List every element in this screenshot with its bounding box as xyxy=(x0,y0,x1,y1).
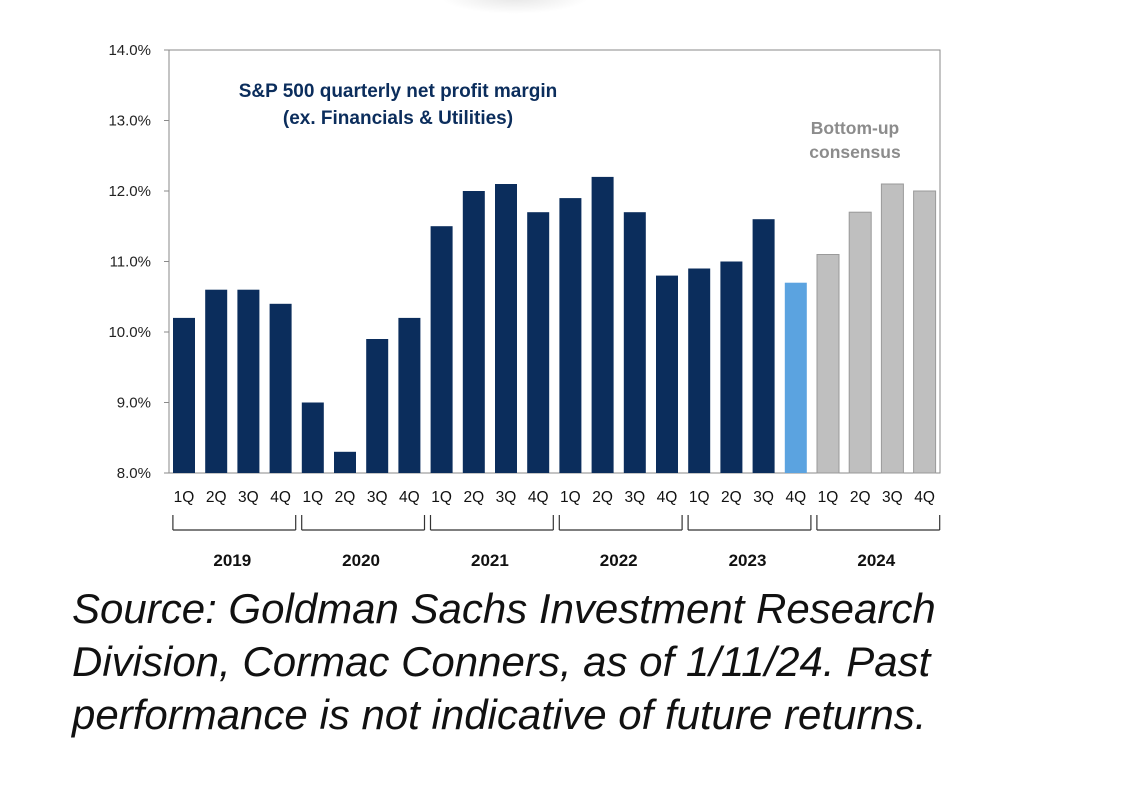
source-note: Source: Goldman Sachs Investment Researc… xyxy=(72,585,936,738)
bar-2q-2023 xyxy=(720,261,743,473)
bar-4q-2023 xyxy=(784,282,807,473)
top-shadow xyxy=(440,0,590,14)
bar-4q-2022 xyxy=(656,275,678,473)
chart-title-line-1: S&P 500 quarterly net profit margin xyxy=(239,81,558,102)
quarter-label: 4Q xyxy=(399,489,420,506)
bar-3q-2020 xyxy=(366,339,389,473)
bar-1q-2024 xyxy=(816,254,840,474)
year-label-2023: 2023 xyxy=(729,551,767,570)
annotation-line-1: Bottom-up xyxy=(811,118,899,138)
bar-4q-2019 xyxy=(269,303,292,473)
y-tick-label: 10.0% xyxy=(108,324,151,341)
bar-2q-2022 xyxy=(591,176,614,473)
quarter-label: 4Q xyxy=(657,489,678,506)
bar-1q-2020 xyxy=(301,402,324,473)
bar-3q-2024 xyxy=(880,183,904,474)
quarter-label: 3Q xyxy=(238,489,259,506)
y-tick-label: 9.0% xyxy=(117,395,151,412)
quarter-label: 4Q xyxy=(914,489,935,506)
bar-3q-2019 xyxy=(237,289,260,473)
annotation-line-2: consensus xyxy=(809,142,901,162)
chart-title-line-2: (ex. Financials & Utilities) xyxy=(283,108,513,129)
year-label-2021: 2021 xyxy=(471,551,509,570)
bar-3q-2023 xyxy=(752,219,775,473)
bar-3q-2022 xyxy=(623,212,646,473)
quarter-label: 1Q xyxy=(689,489,710,506)
x-axis-quarter-labels: 1Q 2Q 3Q 4Q 1Q 2Q 3Q 4Q 1Q 2Q 3Q 4Q 1Q 2Q 3Q 4Q 1Q 2Q 3Q 4Q… xyxy=(174,489,935,506)
year-label-2019: 2019 xyxy=(213,551,251,570)
bar-2q-2024 xyxy=(848,211,872,474)
year-label-2024: 2024 xyxy=(857,551,895,570)
quarter-label: 3Q xyxy=(624,489,645,506)
quarter-label: 1Q xyxy=(431,489,452,506)
quarter-label: 1Q xyxy=(174,489,195,506)
year-labels: 2019 2020 2021 2022 2023 2024 xyxy=(213,551,895,570)
quarter-label: 3Q xyxy=(496,489,517,506)
quarter-label: 1Q xyxy=(818,489,839,506)
quarter-label: 4Q xyxy=(270,489,291,506)
bar-2q-2019 xyxy=(205,289,228,473)
y-tick-label: 14.0% xyxy=(108,42,151,59)
year-label-2022: 2022 xyxy=(600,551,638,570)
quarter-label: 2Q xyxy=(721,489,742,506)
quarter-label: 2Q xyxy=(463,489,484,506)
bar-3q-2021 xyxy=(495,184,517,473)
y-tick-label: 12.0% xyxy=(108,183,151,200)
bar-1q-2022 xyxy=(559,198,582,473)
y-tick-label: 11.0% xyxy=(110,254,151,271)
year-label-2020: 2020 xyxy=(342,551,380,570)
bar-1q-2021 xyxy=(430,226,453,473)
bar-4q-2020 xyxy=(398,317,421,473)
quarter-label: 4Q xyxy=(528,489,549,506)
bars xyxy=(173,176,937,474)
bar-4q-2021 xyxy=(527,212,550,473)
year-brackets xyxy=(172,515,941,531)
quarter-label: 1Q xyxy=(302,489,323,506)
quarter-label: 2Q xyxy=(206,489,227,506)
y-tick-label: 8.0% xyxy=(117,465,151,482)
quarter-label: 4Q xyxy=(785,489,806,506)
y-axis: 14.0% 13.0% 12.0% 11.0% 10.0% 9.0% 8.0% xyxy=(108,42,169,482)
bar-1q-2019 xyxy=(173,317,195,473)
quarter-label: 1Q xyxy=(560,489,581,506)
bar-4q-2024 xyxy=(913,190,937,474)
y-tick-label: 13.0% xyxy=(108,113,151,130)
quarter-label: 2Q xyxy=(335,489,356,506)
bar-2q-2021 xyxy=(462,191,485,473)
quarter-label: 2Q xyxy=(850,489,871,506)
quarter-label: 3Q xyxy=(367,489,388,506)
quarter-label: 3Q xyxy=(882,489,903,506)
profit-margin-chart: 14.0% 13.0% 12.0% 11.0% 10.0% 9.0% 8.0% 1Q 2Q 3Q… xyxy=(108,42,941,570)
quarter-label: 3Q xyxy=(753,489,774,506)
bar-2q-2020 xyxy=(334,451,356,473)
quarter-label: 2Q xyxy=(592,489,613,506)
bar-1q-2023 xyxy=(688,268,711,473)
